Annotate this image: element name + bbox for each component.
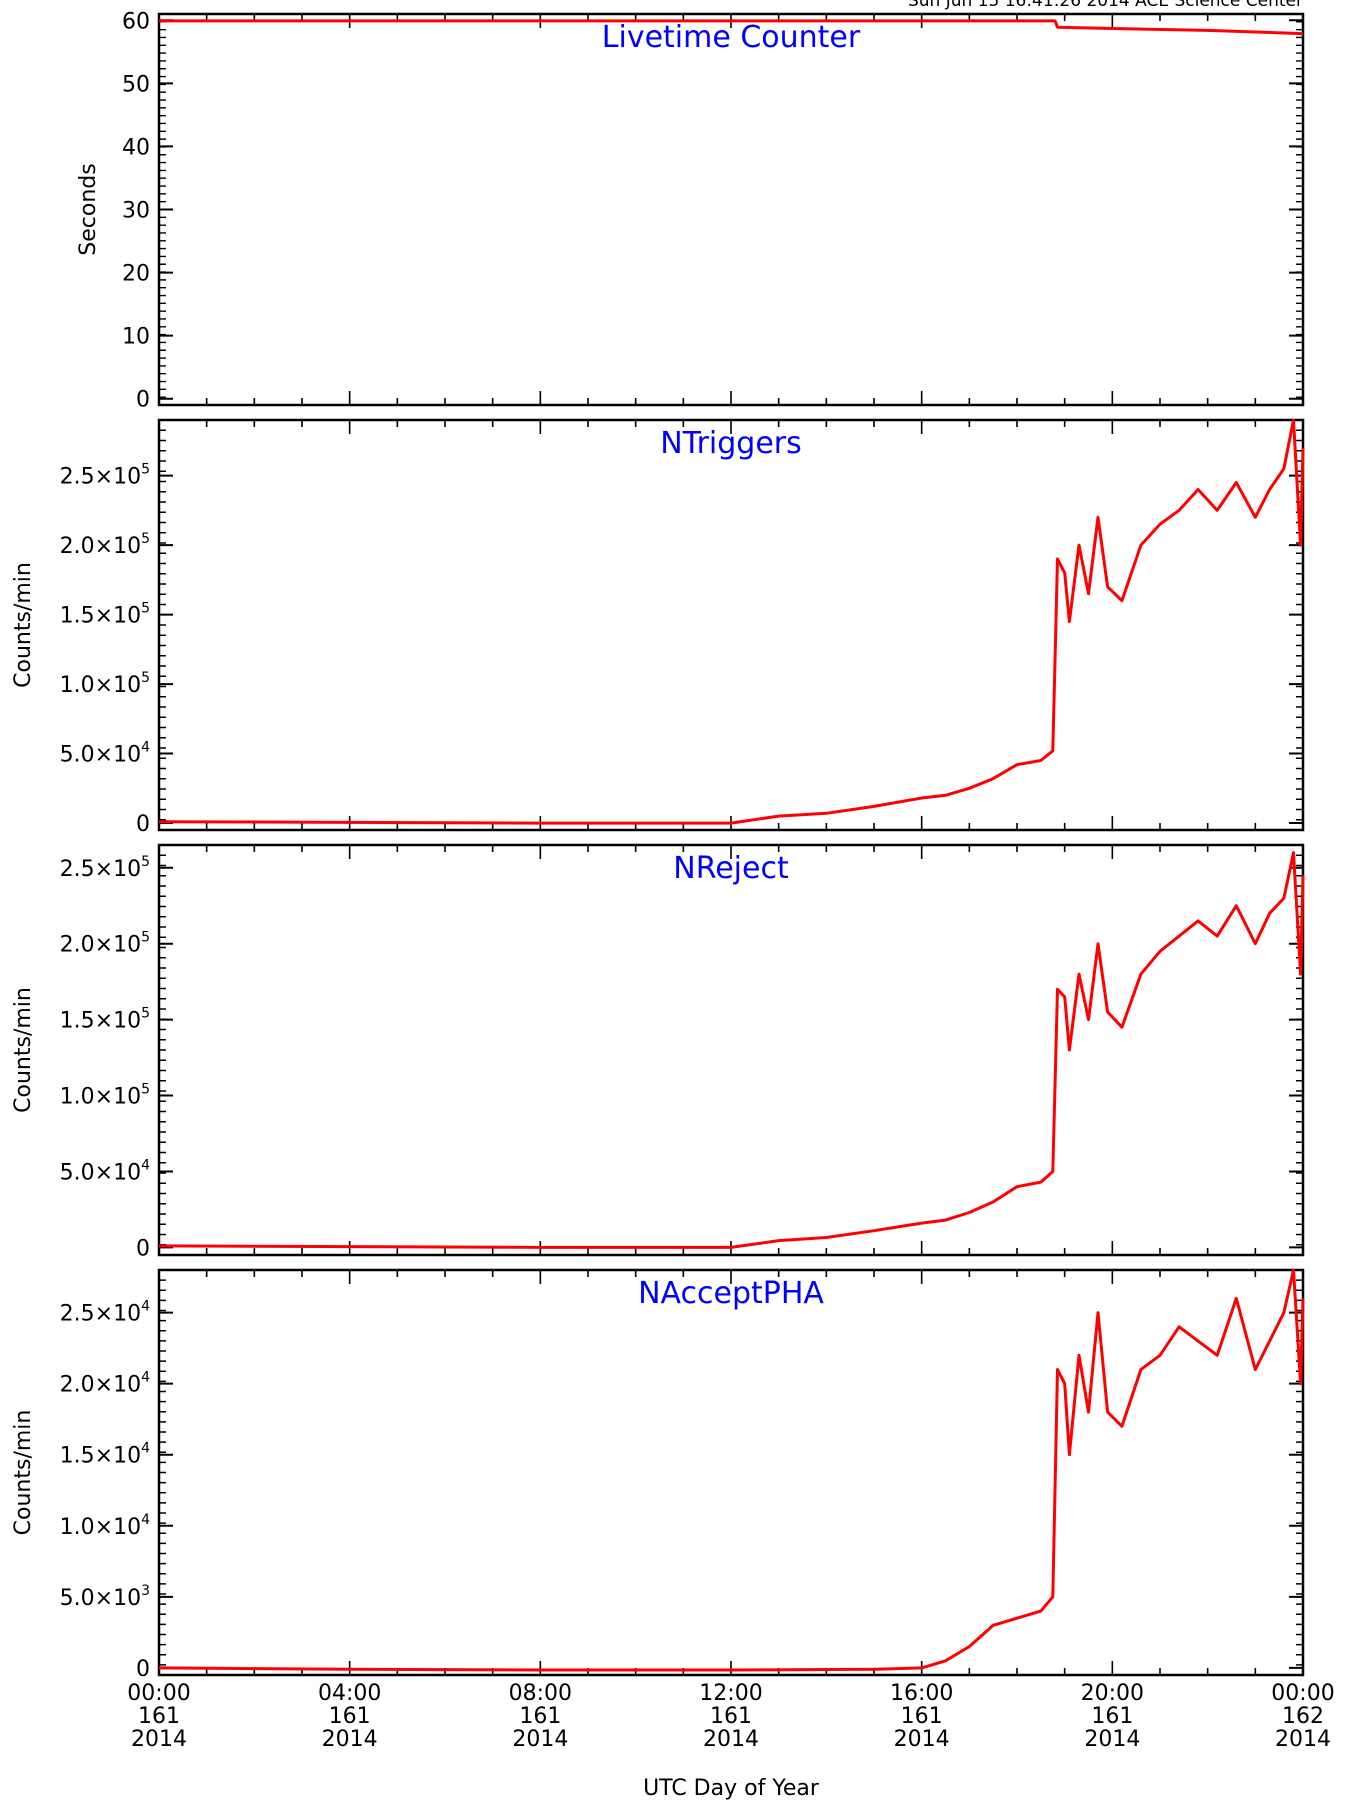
plot-frame	[157, 418, 1305, 832]
y-axis-label: Counts/min	[11, 1410, 36, 1536]
y-minor-ticks	[159, 1269, 1303, 1676]
plot-frame	[157, 1268, 1305, 1677]
x-tick-text: 2014	[894, 1727, 950, 1752]
y-tick-label: 40	[122, 135, 150, 160]
x-ticks	[158, 845, 1304, 1255]
y-tick-label: 2.5×104	[60, 1299, 150, 1327]
y-tick-label: 0	[136, 1236, 150, 1261]
panel-title: NTriggers	[660, 426, 802, 461]
y-tick-label: 2.0×105	[60, 531, 150, 559]
panel-title: NReject	[673, 851, 789, 886]
y-axis-label: Counts/min	[11, 987, 36, 1113]
panel-title: Livetime Counter	[602, 20, 861, 55]
y-tick-label: 1.5×105	[60, 601, 150, 629]
y-axis-label: Counts/min	[11, 562, 36, 688]
y-tick-label: 1.5×105	[60, 1006, 150, 1034]
y-tick-label: 50	[122, 72, 150, 97]
y-tick-label: 2.5×105	[60, 854, 150, 882]
y-tick-label: 1.0×104	[60, 1512, 150, 1540]
x-tick-text: 161	[710, 1704, 752, 1729]
x-tick-text: 00:00	[1271, 1681, 1334, 1706]
x-tick-text: 04:00	[318, 1681, 381, 1706]
x-tick-text: 2014	[703, 1727, 759, 1752]
y-tick-label: 60	[122, 9, 150, 34]
series-line	[158, 1268, 1305, 1672]
panel-2: 0 5.0×104 1.0×105 1.5×105 2.0×105 2.5×105 NTri…	[11, 418, 1305, 837]
y-tick-label: 0	[136, 388, 150, 413]
y-tick-label: 1.5×104	[60, 1441, 150, 1469]
panel-title: NAcceptPHA	[638, 1276, 824, 1311]
x-tick-text: 161	[1091, 1704, 1133, 1729]
x-tick-text: 161	[901, 1704, 943, 1729]
panel-4: 0 5.0×103 1.0×104 1.5×104 2.0×104 2.5×104 NAcc…	[11, 1268, 1305, 1682]
x-tick-text: 00:00	[127, 1681, 190, 1706]
y-tick-label: 2.0×104	[60, 1370, 150, 1398]
x-ticks	[158, 420, 1304, 830]
series-line	[158, 851, 1305, 1249]
x-tick-text: 16:00	[890, 1681, 953, 1706]
x-tick-text: 2014	[512, 1727, 568, 1752]
x-ticks	[158, 14, 1304, 405]
x-axis-label: UTC Day of Year	[643, 1776, 820, 1801]
header-timestamp: Sun Jun 15 16:41:26 2014 ACE Science Cen…	[908, 0, 1303, 11]
panel-3: 0 5.0×104 1.0×105 1.5×105 2.0×105 2.5×105 NRej…	[11, 843, 1305, 1261]
x-tick-text: 2014	[1275, 1727, 1331, 1752]
y-tick-label: 1.0×105	[60, 1082, 150, 1110]
x-tick-text: 161	[329, 1704, 371, 1729]
panel-1: 0 10 20 30 40 50 60 Livetime Counter Seconds	[76, 9, 1305, 413]
y-minor-ticks	[159, 13, 1303, 406]
plot-frame	[157, 843, 1305, 1257]
y-tick-label: 5.0×104	[60, 1157, 150, 1185]
x-tick-text: 162	[1282, 1704, 1324, 1729]
y-tick-label: 5.0×104	[60, 740, 150, 768]
y-tick-label: 1.0×105	[60, 670, 150, 698]
series-line	[158, 418, 1305, 825]
series-line	[159, 19, 1304, 36]
x-tick-text: 161	[138, 1704, 180, 1729]
y-tick-label: 2.0×105	[60, 930, 150, 958]
x-tick-text: 2014	[131, 1727, 187, 1752]
y-tick-label: 0	[136, 1657, 150, 1682]
y-axis-label: Seconds	[76, 163, 101, 255]
x-ticks	[158, 1270, 1304, 1675]
y-tick-label: 2.5×105	[60, 462, 150, 490]
y-tick-label: 30	[122, 199, 150, 224]
x-tick-text: 20:00	[1081, 1681, 1144, 1706]
plot-frame	[157, 12, 1305, 407]
y-tick-label: 5.0×103	[60, 1583, 150, 1611]
x-tick-text: 12:00	[699, 1681, 762, 1706]
x-tick-text: 2014	[322, 1727, 378, 1752]
y-tick-label: 20	[122, 262, 150, 287]
x-tick-text: 08:00	[509, 1681, 572, 1706]
y-tick-label: 10	[122, 325, 150, 350]
x-tick-text: 2014	[1084, 1727, 1140, 1752]
y-tick-label: 0	[136, 812, 150, 837]
y-minor-ticks	[159, 844, 1303, 1256]
y-minor-ticks	[159, 419, 1303, 831]
x-tick-text: 161	[519, 1704, 561, 1729]
